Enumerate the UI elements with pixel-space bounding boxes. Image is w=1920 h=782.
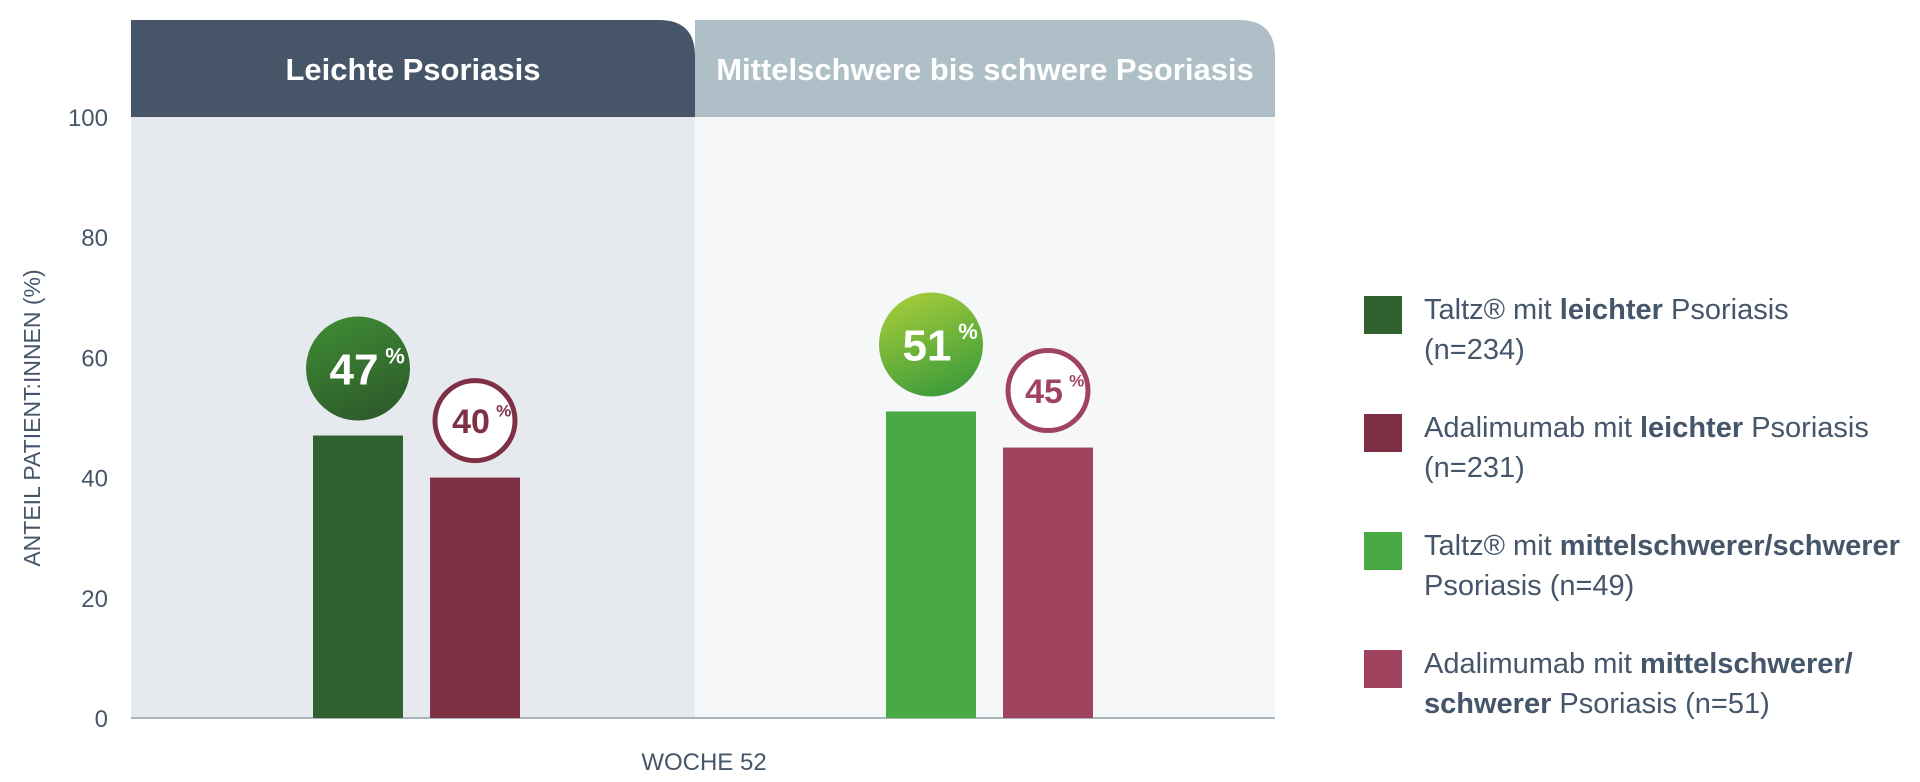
group-title-1: Mittelschwere bis schwere Psoriasis <box>716 52 1254 87</box>
group-panel-0 <box>131 117 695 718</box>
y-axis-label: ANTEIL PATIENT:INNEN (%) <box>19 269 45 566</box>
data-label: 40 <box>452 403 490 441</box>
legend-swatch <box>1364 650 1402 688</box>
badge-circle <box>1005 348 1091 434</box>
bars <box>313 411 1093 718</box>
data-label-unit: % <box>385 343 405 368</box>
legend-label: Taltz® mit leichter Psoriasis (n=234) <box>1424 294 1789 366</box>
badge-circle <box>432 378 518 464</box>
legend-item-2: Taltz® mit mittelschwerer/schwerer Psoria… <box>1364 526 1904 644</box>
group-headers: Leichte Psoriasis Mittelschwere bis schwe… <box>131 20 1275 117</box>
bar-2 <box>886 411 976 718</box>
y-tick-label: 20 <box>81 586 108 613</box>
group-panels <box>131 117 1275 718</box>
data-label-unit: % <box>496 402 511 421</box>
data-label-unit: % <box>1069 371 1084 390</box>
y-tick-label: 60 <box>81 345 108 372</box>
value-badge-3: 45% <box>1005 348 1091 434</box>
legend-label: Taltz® mit mittelschwerer/schwerer Psoria… <box>1424 530 1900 602</box>
data-label: 51 <box>903 321 952 370</box>
group-header-1 <box>695 20 1275 117</box>
data-label-unit: % <box>958 319 978 344</box>
value-badge-2: 51% <box>879 292 983 397</box>
y-tick-label: 0 <box>95 706 108 733</box>
bar-1 <box>430 477 520 718</box>
legend-swatch <box>1364 414 1402 452</box>
bar-0 <box>313 435 403 718</box>
group-header-0 <box>131 20 695 117</box>
legend-swatch <box>1364 296 1402 334</box>
group-title-0: Leichte Psoriasis <box>285 52 540 87</box>
group-panel-1 <box>695 117 1275 718</box>
legend-item-3: Adalimumab mit mittelschwerer/schwerer P… <box>1364 644 1904 762</box>
legend-swatch <box>1364 532 1402 570</box>
bar-3 <box>1003 447 1093 718</box>
value-badges: 47 %40 %51 %45% <box>306 292 1091 464</box>
value-badge-1: 40% <box>432 378 518 464</box>
value-badge-0: 47% <box>306 316 410 421</box>
legend-item-0: Taltz® mit leichter Psoriasis (n=234) <box>1364 290 1904 408</box>
badge-circle <box>306 316 410 421</box>
data-label: 45 <box>1025 373 1063 411</box>
badge-circle <box>879 292 983 397</box>
y-tick-label: 40 <box>81 466 108 493</box>
y-tick-label: 80 <box>81 225 108 252</box>
legend-item-1: Adalimumab mit leichter Psoriasis (n=231) <box>1364 408 1904 526</box>
data-label: 47 <box>330 345 379 394</box>
legend-label: Adalimumab mit leichter Psoriasis (n=231) <box>1424 412 1869 484</box>
legend: Taltz® mit leichter Psoriasis (n=234) Adal… <box>1364 290 1904 762</box>
legend-label: Adalimumab mit mittelschwerer/schwerer P… <box>1424 648 1853 720</box>
y-tick-label: 100 <box>68 105 108 132</box>
x-axis-label: WOCHE 52 <box>641 749 766 776</box>
